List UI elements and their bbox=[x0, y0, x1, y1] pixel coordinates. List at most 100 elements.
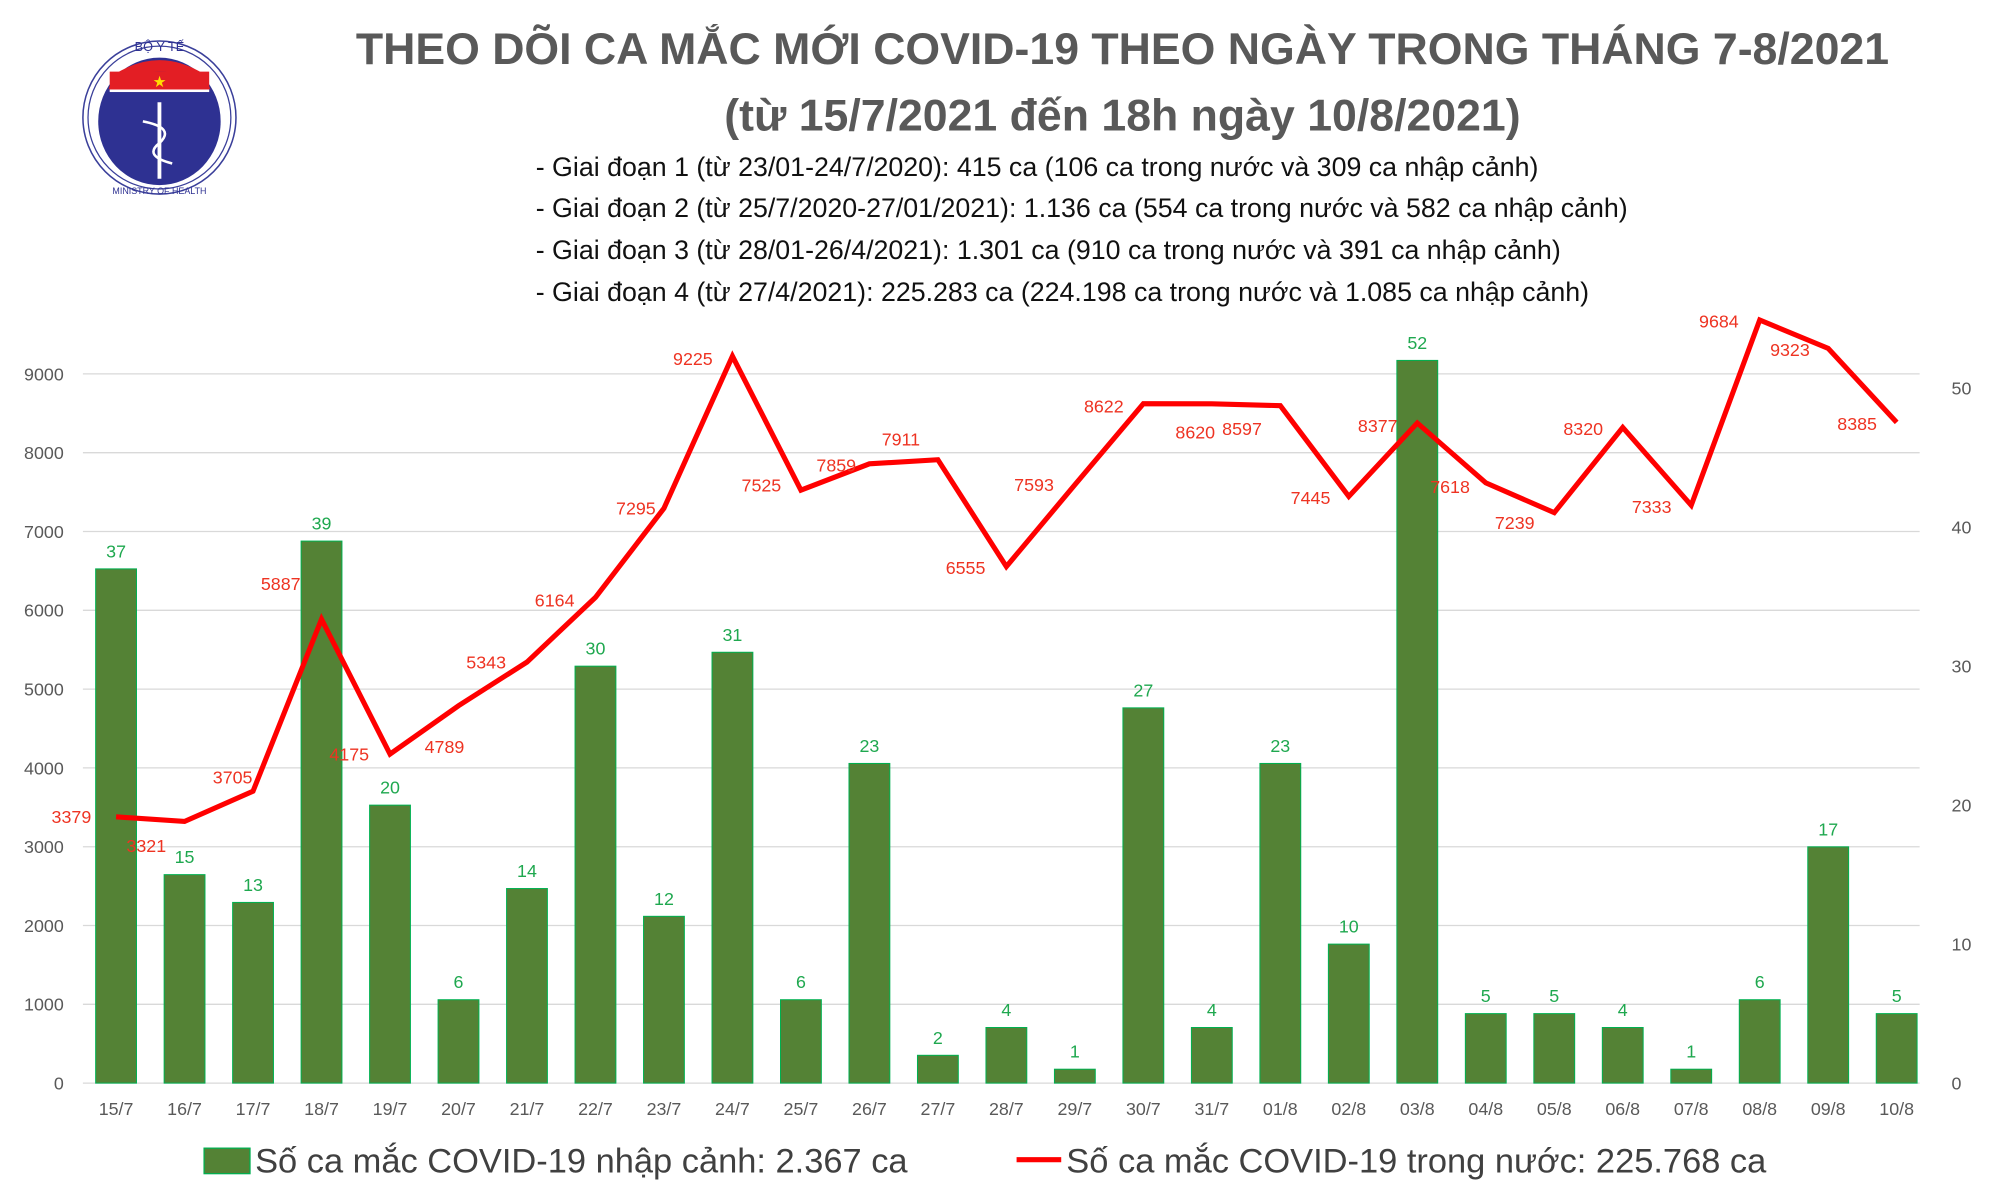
bar-value-label: 5 bbox=[1549, 986, 1559, 1006]
period-1: - Giai đoạn 1 (từ 23/01-24/7/2020): 415 … bbox=[536, 152, 1539, 182]
bar-imported bbox=[506, 888, 548, 1084]
x-axis-tick: 26/7 bbox=[852, 1099, 887, 1119]
bar-imported bbox=[985, 1027, 1028, 1084]
x-axis-tick: 23/7 bbox=[647, 1099, 682, 1119]
left-axis-tick: 0 bbox=[54, 1073, 64, 1093]
line-value-label: 7333 bbox=[1632, 497, 1672, 517]
x-axis-tick: 25/7 bbox=[784, 1099, 819, 1119]
bar-value-label: 5 bbox=[1481, 986, 1491, 1006]
bar-imported bbox=[1807, 846, 1850, 1084]
right-axis-tick: 0 bbox=[1952, 1073, 1962, 1093]
line-value-label: 8620 bbox=[1175, 422, 1215, 442]
line-value-label: 3705 bbox=[213, 767, 253, 787]
x-axis-tick: 05/8 bbox=[1537, 1099, 1572, 1119]
bar-imported bbox=[300, 540, 343, 1084]
x-axis-tick: 08/8 bbox=[1742, 1099, 1777, 1119]
line-value-label: 9684 bbox=[1699, 312, 1739, 332]
right-axis-tick: 20 bbox=[1952, 796, 1972, 816]
x-axis-tick: 10/8 bbox=[1879, 1099, 1914, 1119]
bar-imported bbox=[1259, 762, 1302, 1084]
bar-value-label: 20 bbox=[380, 778, 400, 798]
bar-value-label: 15 bbox=[175, 847, 195, 867]
legend-line-label: Số ca mắc COVID-19 trong nước: 225.768 c… bbox=[1066, 1141, 1767, 1180]
line-value-label: 6164 bbox=[535, 590, 575, 610]
x-axis-tick: 30/7 bbox=[1126, 1099, 1161, 1119]
line-domestic bbox=[115, 316, 1899, 824]
line-value-label: 9225 bbox=[673, 349, 713, 369]
x-axis-tick: 28/7 bbox=[989, 1099, 1024, 1119]
bar-imported bbox=[1396, 359, 1439, 1084]
bar-value-label: 4 bbox=[1001, 1000, 1011, 1020]
bar-imported bbox=[163, 874, 206, 1084]
bar-imported bbox=[916, 1054, 959, 1084]
legend-bar-swatch bbox=[203, 1147, 251, 1175]
bar-imported bbox=[711, 651, 754, 1084]
line-value-label: 8385 bbox=[1837, 414, 1877, 434]
line-value-label: 4789 bbox=[425, 737, 465, 757]
chart-subtitle: (từ 15/7/2021 đến 18h ngày 10/8/2021) bbox=[724, 91, 1520, 140]
line-value-label: 7295 bbox=[616, 499, 656, 519]
line-value-label: 6555 bbox=[946, 558, 986, 578]
line-value-label: 5887 bbox=[261, 574, 301, 594]
left-axis-tick: 5000 bbox=[24, 679, 64, 699]
x-axis-tick: 31/7 bbox=[1194, 1099, 1229, 1119]
bar-imported bbox=[1053, 1068, 1096, 1084]
period-2: - Giai đoạn 2 (từ 25/7/2020-27/01/2021):… bbox=[536, 193, 1628, 223]
bar-value-label: 30 bbox=[586, 639, 606, 659]
right-axis-tick: 50 bbox=[1952, 379, 1972, 399]
period-3: - Giai đoạn 3 (từ 28/01-26/4/2021): 1.30… bbox=[536, 235, 1561, 265]
bar-value-label: 14 bbox=[517, 861, 537, 881]
line-value-label: 8320 bbox=[1563, 419, 1603, 439]
line-value-label: 8377 bbox=[1358, 416, 1398, 436]
bar-value-label: 23 bbox=[859, 736, 879, 756]
x-axis-tick: 19/7 bbox=[373, 1099, 408, 1119]
line-value-label: 7525 bbox=[742, 475, 782, 495]
bar-value-label: 1 bbox=[1686, 1042, 1696, 1062]
line-value-label: 3379 bbox=[52, 807, 92, 827]
bar-value-label: 37 bbox=[106, 541, 126, 561]
logo-text-bottom: MINISTRY OF HEALTH bbox=[112, 186, 206, 196]
bar-value-label: 5 bbox=[1892, 986, 1902, 1006]
line-value-label: 9323 bbox=[1770, 340, 1810, 360]
bar-imported bbox=[95, 568, 137, 1084]
x-axis-tick: 16/7 bbox=[167, 1099, 202, 1119]
x-axis-tick: 09/8 bbox=[1811, 1099, 1846, 1119]
x-axis-tick: 07/8 bbox=[1674, 1099, 1709, 1119]
right-axis-tick: 10 bbox=[1952, 935, 1972, 955]
left-axis-tick: 8000 bbox=[24, 443, 64, 463]
bar-value-label: 23 bbox=[1270, 736, 1290, 756]
bar-value-label: 27 bbox=[1133, 680, 1153, 700]
x-axis-tick: 22/7 bbox=[578, 1099, 613, 1119]
legend: Số ca mắc COVID-19 nhập cảnh: 2.367 ca S… bbox=[203, 1141, 1767, 1180]
x-axis-tick: 21/7 bbox=[510, 1099, 545, 1119]
bar-value-label: 52 bbox=[1407, 333, 1427, 353]
chart-title: THEO DÕI CA MẮC MỚI COVID-19 THEO NGÀY T… bbox=[356, 24, 1889, 74]
x-axis-tick: 18/7 bbox=[304, 1099, 339, 1119]
bar-imported bbox=[437, 999, 480, 1084]
bar-imported bbox=[848, 762, 891, 1084]
bar-imported bbox=[1670, 1068, 1713, 1084]
x-axis-tick: 02/8 bbox=[1331, 1099, 1366, 1119]
left-axis-tick: 1000 bbox=[24, 995, 64, 1015]
left-axis-tick: 2000 bbox=[24, 916, 64, 936]
x-axis-tick: 20/7 bbox=[441, 1099, 476, 1119]
bar-imported bbox=[780, 999, 822, 1084]
x-axis-tick: 27/7 bbox=[921, 1099, 956, 1119]
ministry-logo: ★ BỘ Y TẾ MINISTRY OF HEALTH bbox=[82, 39, 237, 196]
x-axis-tick: 29/7 bbox=[1057, 1099, 1092, 1119]
bar-imported bbox=[574, 665, 617, 1084]
line-value-label: 4175 bbox=[329, 744, 369, 764]
line-value-label: 3321 bbox=[126, 836, 166, 856]
bar-value-label: 12 bbox=[654, 889, 674, 909]
bar-imported bbox=[1533, 1013, 1576, 1084]
line-value-label: 7859 bbox=[816, 455, 856, 475]
right-axis-tick: 40 bbox=[1952, 518, 1972, 538]
bar-imported bbox=[643, 915, 685, 1084]
x-axis-tick: 15/7 bbox=[99, 1099, 134, 1119]
bar-imported bbox=[1875, 1013, 1918, 1084]
bar-imported bbox=[1327, 943, 1370, 1084]
line-value-label: 7239 bbox=[1495, 513, 1535, 533]
bar-value-label: 10 bbox=[1339, 917, 1359, 937]
bar-value-label: 4 bbox=[1618, 1000, 1628, 1020]
left-axis-tick: 3000 bbox=[24, 837, 64, 857]
